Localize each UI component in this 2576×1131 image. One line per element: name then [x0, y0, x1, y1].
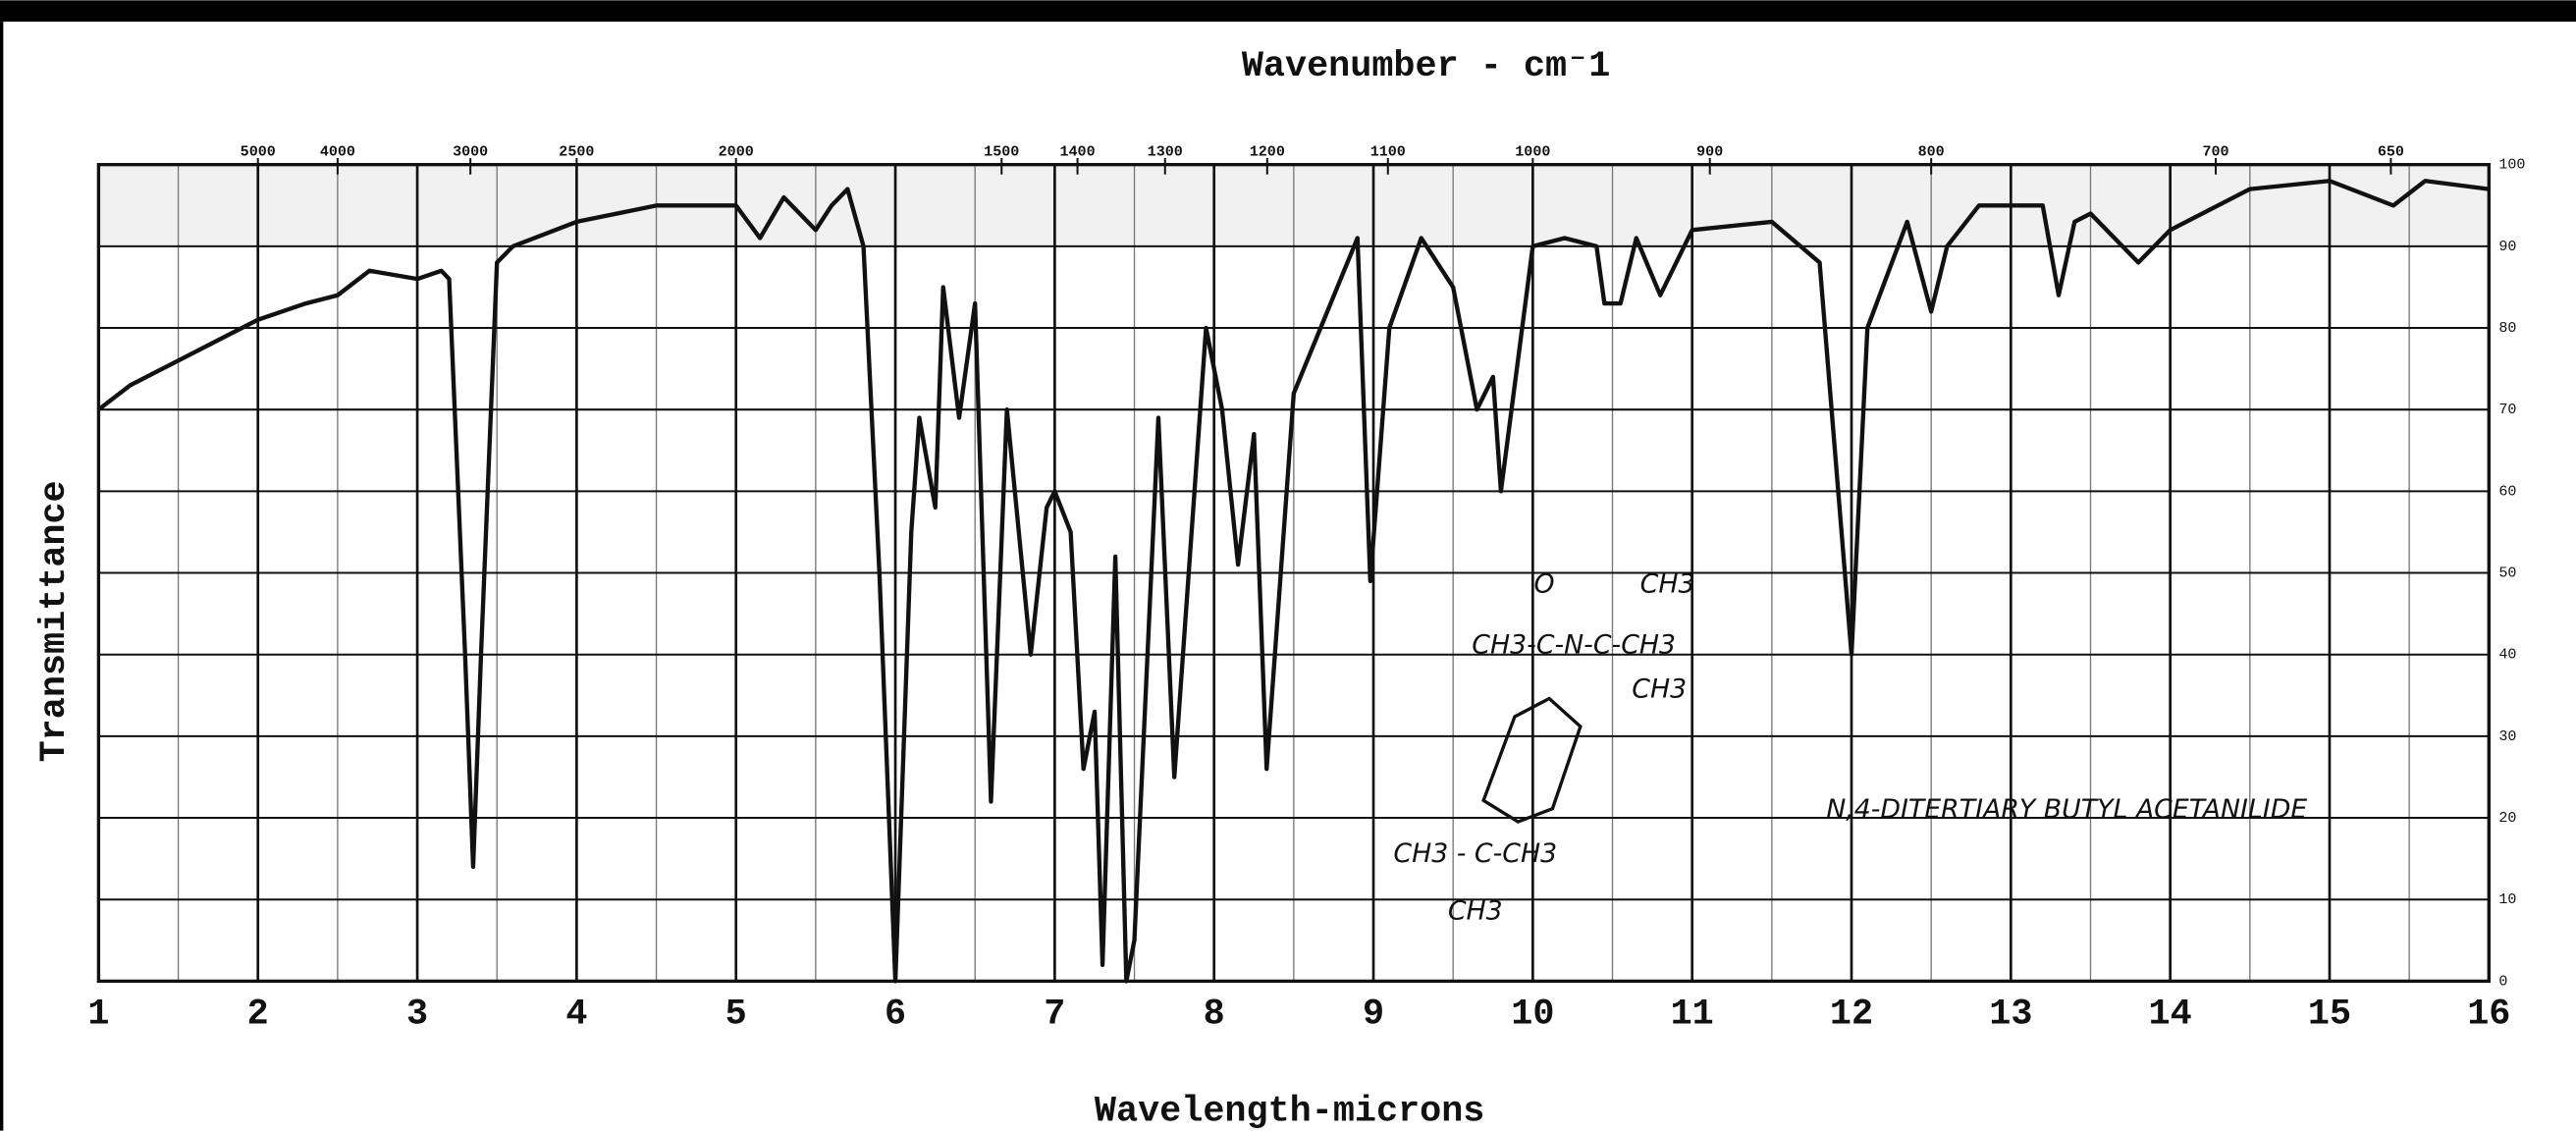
top-tick-label: 3000 [453, 142, 488, 160]
x-tick-label: 14 [2149, 995, 2192, 1036]
x-tick-label: 6 [885, 995, 906, 1036]
top-tick-label: 650 [2378, 142, 2404, 160]
top-tick-label: 1000 [1515, 142, 1550, 160]
top-tick-label: 700 [2202, 142, 2228, 160]
x-tick-label: 4 [565, 995, 587, 1036]
x-tick-label: 16 [2467, 995, 2510, 1036]
top-tick-label: 1400 [1059, 142, 1095, 160]
annotation: O [1534, 569, 1555, 600]
benzene-ring [1481, 696, 1583, 824]
top-tick-label: 900 [1696, 142, 1723, 160]
top-tick-label: 4000 [320, 142, 355, 160]
x-tick-label: 15 [2308, 995, 2351, 1036]
y-tick-label: 40 [2498, 646, 2516, 664]
y-tick-label: 10 [2498, 890, 2516, 908]
annotation: CH3 - C-CH3 [1393, 838, 1557, 869]
top-tick-label: 800 [1918, 142, 1945, 160]
top-tick-label: 2000 [719, 142, 754, 160]
x-tick-label: 2 [247, 995, 269, 1036]
chart-title: Wavenumber - cm⁻1 [1242, 46, 1610, 87]
x-tick-label: 11 [1671, 995, 1714, 1036]
x-tick-label: 10 [1511, 995, 1554, 1036]
top-tick-label: 1100 [1370, 142, 1406, 160]
annotation: CH3 [1632, 674, 1687, 705]
top-bar [0, 0, 2576, 23]
x-tick-label: 8 [1204, 995, 1225, 1036]
top-tick-label: 1200 [1250, 142, 1285, 160]
x-tick-label: 5 [725, 995, 747, 1036]
x-tick-label: 1 [87, 995, 109, 1036]
top-tick-label: 1300 [1148, 142, 1183, 160]
y-tick-label: 20 [2498, 809, 2516, 827]
y-tick-label: 50 [2498, 565, 2516, 582]
annotation: N,4-DITERTIARY BUTYL ACETANILIDE [1826, 794, 2307, 825]
x-tick-label: 12 [1830, 995, 1873, 1036]
y-tick-label: 30 [2498, 727, 2516, 745]
x-tick-label: 3 [406, 995, 428, 1036]
top-tick-label: 1500 [984, 142, 1019, 160]
plot-frame [96, 163, 2491, 984]
annotation: CH3 [1448, 896, 1503, 927]
spectrum-line [97, 179, 2490, 984]
top-tick-label: 5000 [241, 142, 276, 160]
x-tick-label: 7 [1044, 995, 1065, 1036]
y-tick-label: 60 [2498, 482, 2516, 500]
y-tick-label: 100 [2498, 156, 2525, 174]
x-tick-label: 9 [1363, 995, 1384, 1036]
y-tick-label: 0 [2498, 972, 2507, 990]
top-tick-label: 2500 [559, 142, 594, 160]
y-tick-label: 70 [2498, 401, 2516, 418]
x-axis-label: Wavelength-microns [1095, 1091, 1484, 1131]
x-tick-label: 13 [1989, 995, 2032, 1036]
annotation: CH3-C-N-C-CH3 [1472, 630, 1676, 661]
y-tick-label: 80 [2498, 319, 2516, 337]
y-axis-label: Transmittance [34, 480, 76, 762]
y-tick-label: 90 [2498, 238, 2516, 255]
annotation: CH3 [1640, 569, 1695, 600]
